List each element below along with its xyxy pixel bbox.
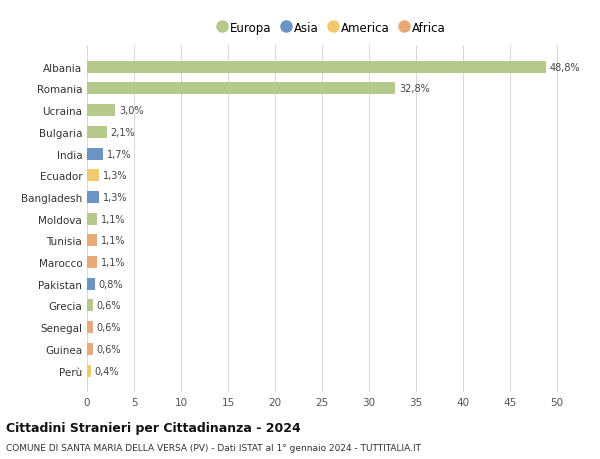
Bar xyxy=(87,343,92,355)
Bar xyxy=(87,365,91,377)
Bar xyxy=(87,127,107,139)
Legend: Europa, Asia, America, Africa: Europa, Asia, America, Africa xyxy=(212,17,451,39)
Text: Cittadini Stranieri per Cittadinanza - 2024: Cittadini Stranieri per Cittadinanza - 2… xyxy=(6,421,301,434)
Text: 0,6%: 0,6% xyxy=(97,322,121,332)
Text: 1,7%: 1,7% xyxy=(107,149,131,159)
Text: 1,1%: 1,1% xyxy=(101,257,125,268)
Bar xyxy=(87,83,395,95)
Text: 1,1%: 1,1% xyxy=(101,214,125,224)
Bar xyxy=(87,170,99,182)
Text: 0,6%: 0,6% xyxy=(97,344,121,354)
Bar xyxy=(87,278,95,290)
Bar xyxy=(87,300,92,312)
Bar xyxy=(87,235,97,247)
Text: 1,3%: 1,3% xyxy=(103,192,127,202)
Text: 48,8%: 48,8% xyxy=(550,62,580,73)
Bar xyxy=(87,321,92,333)
Bar xyxy=(87,213,97,225)
Text: 2,1%: 2,1% xyxy=(110,128,135,138)
Text: 0,6%: 0,6% xyxy=(97,301,121,311)
Text: 32,8%: 32,8% xyxy=(399,84,430,94)
Text: 1,1%: 1,1% xyxy=(101,236,125,246)
Text: 1,3%: 1,3% xyxy=(103,171,127,181)
Bar xyxy=(87,257,97,269)
Bar xyxy=(87,62,546,73)
Bar xyxy=(87,191,99,203)
Text: 0,4%: 0,4% xyxy=(95,366,119,376)
Bar xyxy=(87,148,103,160)
Text: 3,0%: 3,0% xyxy=(119,106,143,116)
Bar xyxy=(87,105,115,117)
Text: COMUNE DI SANTA MARIA DELLA VERSA (PV) - Dati ISTAT al 1° gennaio 2024 - TUTTITA: COMUNE DI SANTA MARIA DELLA VERSA (PV) -… xyxy=(6,443,421,452)
Text: 0,8%: 0,8% xyxy=(98,279,123,289)
